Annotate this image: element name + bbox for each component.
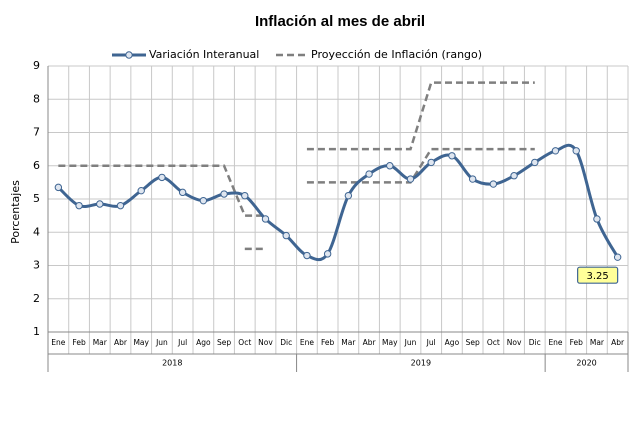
point: [344, 191, 353, 200]
point: [613, 253, 622, 261]
legend-label: Variación Interanual: [149, 48, 259, 61]
point: [468, 175, 477, 183]
x-tick-label: Feb: [72, 338, 86, 347]
x-tick-label: Feb: [570, 338, 584, 347]
x-tick-label: Sep: [217, 338, 231, 347]
point: [593, 215, 601, 223]
x-tick-label: Jul: [426, 338, 436, 347]
x-tick-label: May: [382, 338, 398, 347]
y-tick-label: 4: [33, 225, 40, 238]
point: [178, 188, 187, 197]
projection-range: [58, 164, 266, 217]
y-tick-label: 6: [33, 159, 40, 172]
x-tick-label: Ene: [300, 338, 314, 347]
x-tick-label: Feb: [321, 338, 335, 347]
point: [54, 183, 63, 192]
x-tick-label: Ene: [51, 338, 65, 347]
x-tick-label: Jun: [155, 338, 168, 347]
point: [199, 196, 208, 205]
y-tick-label: 9: [33, 59, 40, 72]
value-label-box: [577, 266, 619, 284]
x-tick-label: Dic: [280, 338, 292, 347]
x-tick-label: Abr: [114, 338, 128, 347]
year-label: 2020: [576, 359, 596, 368]
point: [96, 200, 104, 208]
x-tick-label: Ago: [445, 338, 460, 347]
point: [323, 250, 332, 258]
x-tick-label: Nov: [507, 338, 522, 347]
point: [220, 190, 228, 198]
point: [75, 201, 83, 210]
projection-range: [306, 81, 535, 151]
point: [116, 201, 125, 210]
point: [261, 215, 270, 223]
year-label: 2019: [411, 359, 431, 368]
point: [551, 147, 560, 155]
series-line: [57, 143, 619, 262]
point: [510, 172, 518, 180]
x-tick-label: Ene: [548, 338, 562, 347]
y-tick-label: 2: [33, 292, 40, 305]
projection-range: [306, 147, 535, 184]
point: [572, 147, 580, 155]
x-tick-label: Oct: [238, 338, 251, 347]
legend-marker: [125, 51, 133, 59]
point: [303, 251, 311, 260]
point: [241, 191, 249, 200]
y-tick-label: 7: [33, 126, 40, 139]
x-tick-label: May: [133, 338, 149, 347]
point: [531, 158, 539, 167]
year-label: 2018: [162, 359, 182, 368]
x-tick-label: Oct: [487, 338, 500, 347]
chart-title: Inflación al mes de abril: [255, 13, 425, 30]
point: [427, 158, 435, 167]
x-tick-label: Sep: [466, 338, 480, 347]
point: [489, 180, 498, 188]
x-tick-label: Jun: [404, 338, 417, 347]
point: [365, 170, 373, 178]
y-tick-label: 8: [33, 92, 40, 105]
point: [137, 186, 145, 195]
x-tick-label: Nov: [258, 338, 273, 347]
x-tick-label: Mar: [93, 338, 108, 347]
y-tick-label: 5: [33, 192, 40, 205]
x-tick-label: Jul: [177, 338, 187, 347]
point: [406, 175, 415, 183]
x-tick-label: Mar: [590, 338, 605, 347]
y-tick-label: 3: [33, 259, 40, 272]
point: [158, 173, 166, 182]
y-tick-label: 1: [33, 325, 40, 338]
x-tick-label: Mar: [341, 338, 356, 347]
y-axis-label: Porcentajes: [9, 180, 22, 244]
point: [448, 152, 456, 160]
point: [282, 231, 290, 240]
value-label: 3.25: [587, 271, 609, 282]
x-tick-label: Ago: [196, 338, 211, 347]
legend-label: Proyección de Inflación (rango): [311, 48, 482, 61]
x-tick-label: Abr: [363, 338, 377, 347]
point: [386, 162, 394, 170]
x-tick-label: Abr: [611, 338, 625, 347]
x-tick-label: Dic: [529, 338, 541, 347]
